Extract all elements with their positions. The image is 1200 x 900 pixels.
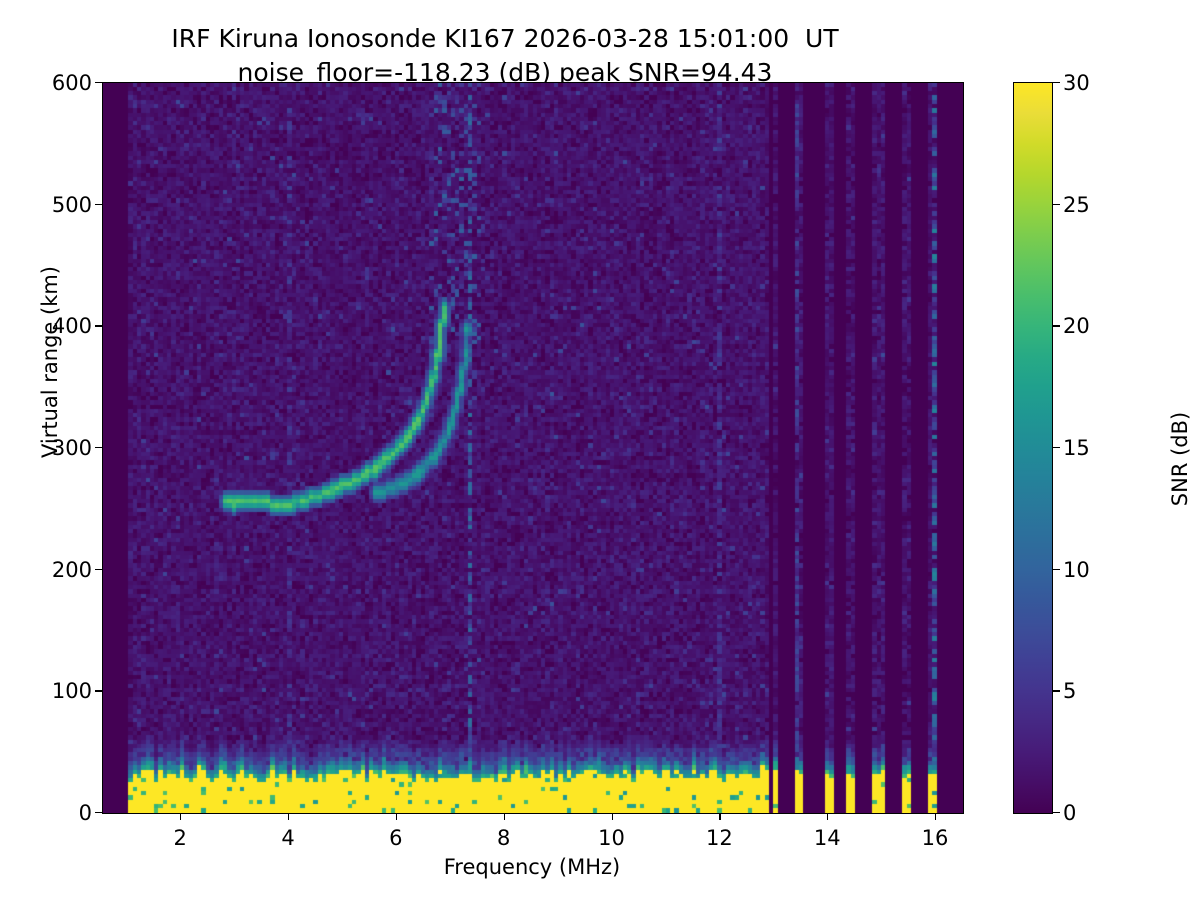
colorbar-tick-mark (1053, 568, 1060, 570)
x-tick-mark (611, 813, 613, 820)
y-tick-label: 0 (78, 801, 92, 825)
y-tick-label: 400 (51, 314, 92, 339)
x-tick-label: 6 (389, 826, 403, 850)
colorbar-tick-label: 30 (1063, 71, 1090, 95)
x-tick-mark (395, 813, 398, 820)
colorbar-tick-mark (1053, 447, 1060, 449)
x-tick-label: 10 (598, 826, 625, 850)
y-tick-mark (95, 447, 102, 449)
x-tick-mark (288, 813, 290, 820)
ionogram-heatmap (103, 83, 963, 813)
colorbar-tick-mark (1053, 203, 1060, 205)
x-tick-label: 4 (281, 826, 295, 850)
x-tick-mark (719, 813, 721, 820)
y-tick-mark (95, 812, 102, 814)
title-line-1: IRF Kiruna Ionosonde KI167 2026-03-28 15… (171, 24, 839, 53)
colorbar-gradient (1014, 83, 1052, 813)
colorbar-tick-mark (1053, 690, 1060, 692)
heatmap-plot-area (102, 82, 964, 814)
y-tick-label: 500 (51, 192, 92, 217)
x-tick-mark (503, 813, 505, 820)
y-tick-mark (95, 690, 102, 692)
colorbar-tick-label: 5 (1063, 679, 1077, 704)
x-tick-label: 16 (921, 826, 949, 850)
colorbar-tick-label: 25 (1063, 192, 1090, 217)
x-tick-mark (935, 813, 937, 820)
x-tick-label: 14 (813, 826, 841, 850)
x-tick-mark (827, 813, 829, 820)
y-tick-label: 600 (51, 71, 92, 95)
colorbar-tick-label: 15 (1063, 436, 1090, 460)
x-axis-label: Frequency (MHz) (443, 855, 621, 879)
x-tick-mark (180, 813, 182, 820)
colorbar-tick-label: 10 (1063, 557, 1090, 582)
x-tick-label: 8 (497, 826, 511, 850)
colorbar-tick-label: 0 (1063, 801, 1077, 825)
figure-title: IRF Kiruna Ionosonde KI167 2026-03-28 15… (0, 22, 1010, 90)
y-tick-mark (95, 203, 102, 205)
colorbar-tick-label: 20 (1063, 314, 1090, 339)
y-tick-label: 100 (51, 679, 92, 704)
colorbar-label: SNR (dB) (1168, 411, 1192, 507)
y-tick-mark (95, 325, 102, 327)
y-axis-label: Virtual range (km) (38, 265, 62, 459)
colorbar (1013, 82, 1053, 814)
colorbar-tick-mark (1053, 82, 1060, 84)
colorbar-tick-mark (1053, 325, 1060, 327)
y-tick-mark (95, 82, 102, 84)
y-tick-mark (95, 568, 102, 570)
y-tick-label: 200 (51, 557, 92, 582)
x-tick-label: 12 (705, 826, 733, 850)
colorbar-tick-mark (1053, 812, 1060, 814)
x-tick-label: 2 (173, 826, 187, 850)
y-tick-label: 300 (51, 436, 92, 460)
